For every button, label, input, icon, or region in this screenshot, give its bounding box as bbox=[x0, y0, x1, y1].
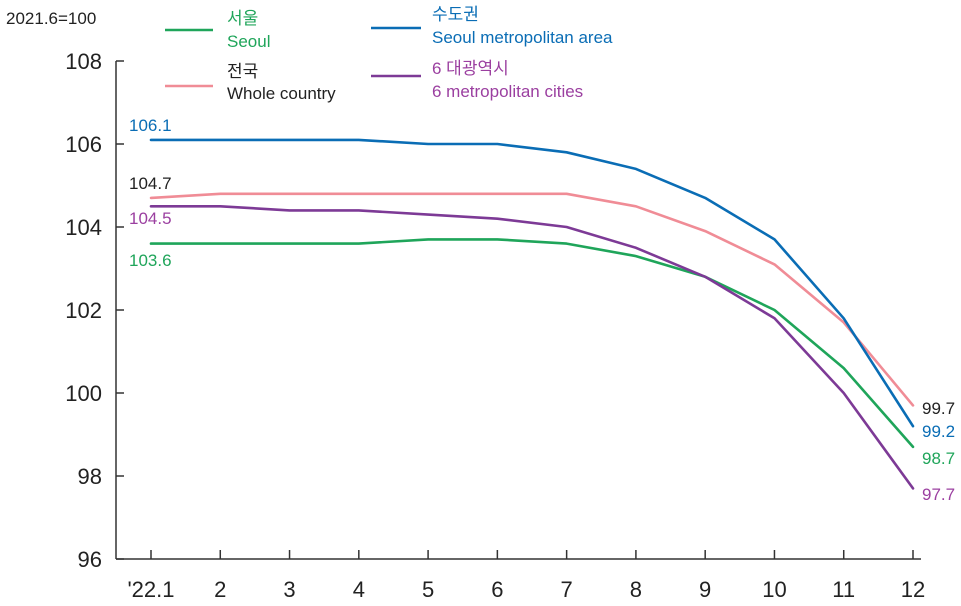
legend-item-whole: 전국 Whole country bbox=[165, 62, 336, 103]
data-label-end-capital: 99.2 bbox=[922, 422, 955, 441]
x-tick-label: 11 bbox=[832, 577, 855, 602]
axes: 96 98 100 102 104 106 108 '22.1 2 3 4 5 6 7 8 9 10 11 12 bbox=[65, 49, 925, 602]
series-lines bbox=[149, 138, 915, 490]
y-tick-label: 98 bbox=[78, 464, 102, 489]
y-tick-label: 104 bbox=[65, 215, 102, 240]
legend-label-en-metro6: 6 metropolitan cities bbox=[432, 82, 583, 101]
legend-label-ko-capital: 수도권 bbox=[432, 5, 479, 24]
x-tick-label: 9 bbox=[699, 577, 711, 602]
series-line-capital bbox=[149, 138, 915, 428]
legend-item-seoul: 서울 Seoul bbox=[165, 9, 270, 51]
legend: 서울 Seoul 수도권 Seoul metropolitan area 전국 Whole… bbox=[165, 5, 613, 103]
x-tick-label: 8 bbox=[630, 577, 642, 602]
x-tick-label: 2 bbox=[214, 577, 226, 602]
legend-label-en-whole: Whole country bbox=[227, 84, 336, 103]
x-tick-label: '22.1 bbox=[127, 577, 174, 602]
x-tick-label: 5 bbox=[422, 577, 434, 602]
y-tick-label: 108 bbox=[65, 49, 102, 74]
series-line-seoul bbox=[149, 238, 915, 449]
unit-label: 2021.6=100 bbox=[6, 9, 96, 28]
legend-label-ko-seoul: 서울 bbox=[227, 9, 258, 28]
y-tick-label: 96 bbox=[78, 547, 102, 572]
legend-label-en-capital: Seoul metropolitan area bbox=[432, 28, 613, 47]
legend-item-capital: 수도권 Seoul metropolitan area bbox=[371, 5, 613, 47]
x-tick-label: 7 bbox=[561, 577, 573, 602]
data-label-end-whole: 99.7 bbox=[922, 399, 955, 418]
x-tick-label: 4 bbox=[353, 577, 365, 602]
legend-label-en-seoul: Seoul bbox=[227, 32, 270, 51]
legend-label-ko-metro6: 6 대광역시 bbox=[432, 59, 509, 78]
x-tick-label: 3 bbox=[283, 577, 295, 602]
x-tick-label: 10 bbox=[762, 577, 786, 602]
data-label-start-seoul: 103.6 bbox=[129, 251, 172, 270]
y-tick-label: 102 bbox=[65, 298, 102, 323]
data-label-start-metro6: 104.5 bbox=[129, 209, 172, 228]
legend-label-ko-whole: 전국 bbox=[227, 62, 258, 81]
x-tick-label: 12 bbox=[901, 577, 925, 602]
series-line-whole bbox=[149, 192, 915, 407]
x-tick-label: 6 bbox=[491, 577, 503, 602]
data-label-start-capital: 106.1 bbox=[129, 116, 172, 135]
y-tick-label: 106 bbox=[65, 132, 102, 157]
legend-item-metro6: 6 대광역시 6 metropolitan cities bbox=[371, 59, 583, 101]
series-line-metro6 bbox=[149, 205, 915, 490]
data-label-end-seoul: 98.7 bbox=[922, 449, 955, 468]
y-tick-label: 100 bbox=[65, 381, 102, 406]
data-labels: 103.6 98.7 106.1 99.2 104.7 99.7 104.5 97.7 bbox=[129, 116, 955, 504]
data-label-start-whole: 104.7 bbox=[129, 174, 172, 193]
data-label-end-metro6: 97.7 bbox=[922, 485, 955, 504]
